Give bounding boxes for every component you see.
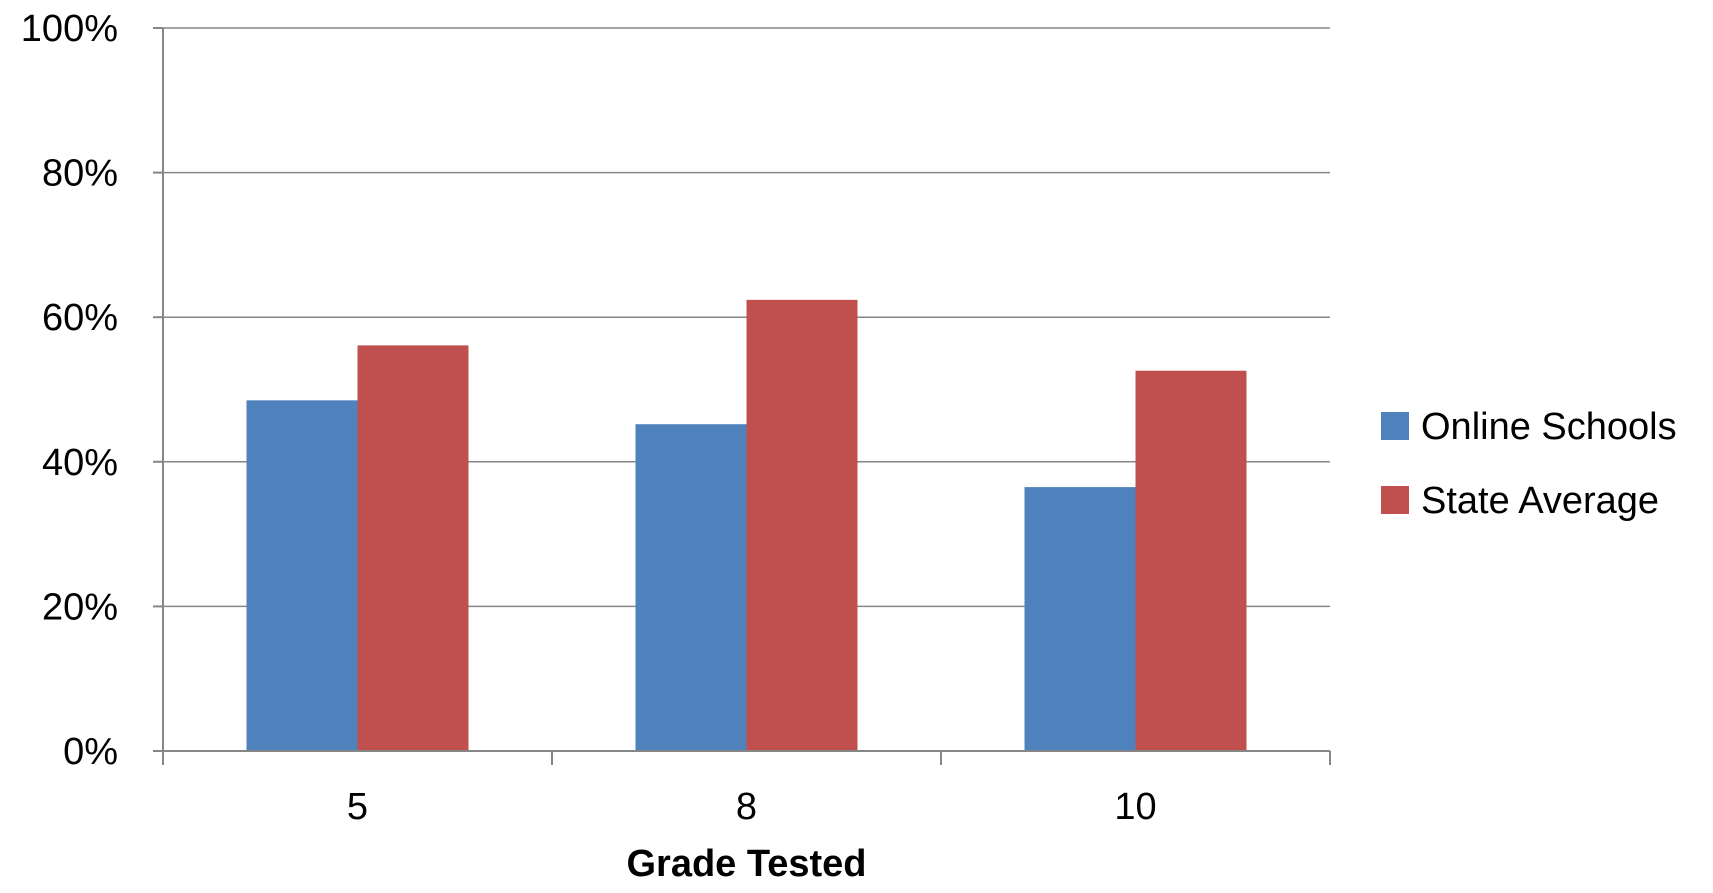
x-tick-label: 5: [347, 786, 368, 828]
bar: [1135, 370, 1247, 751]
legend-label: State Average: [1421, 480, 1659, 522]
legend-label: Online Schools: [1421, 406, 1677, 448]
bar: [1024, 487, 1136, 751]
bar: [635, 424, 747, 751]
x-tick-label: 8: [736, 786, 757, 828]
x-tick-label: 10: [1114, 786, 1156, 828]
y-tick-label: 0%: [63, 731, 118, 773]
y-tick-label: 40%: [42, 442, 118, 484]
y-tick-label: 100%: [21, 8, 118, 50]
bars: [246, 299, 1247, 751]
x-axis-ticks: 5 8 10: [162, 751, 1331, 828]
axes: [162, 28, 1330, 752]
bar: [246, 400, 358, 751]
legend-swatch: [1381, 486, 1409, 514]
bar: [746, 299, 858, 751]
x-axis-title: Grade Tested: [626, 843, 866, 885]
y-tick-label: 20%: [42, 586, 118, 628]
legend: Online Schools State Average: [1381, 406, 1677, 522]
bar: [357, 345, 469, 751]
legend-swatch: [1381, 412, 1409, 440]
y-tick-label: 80%: [42, 153, 118, 195]
y-tick-label: 60%: [42, 297, 118, 339]
y-axis-ticks: 0% 20% 40% 60% 80% 100%: [21, 8, 163, 773]
